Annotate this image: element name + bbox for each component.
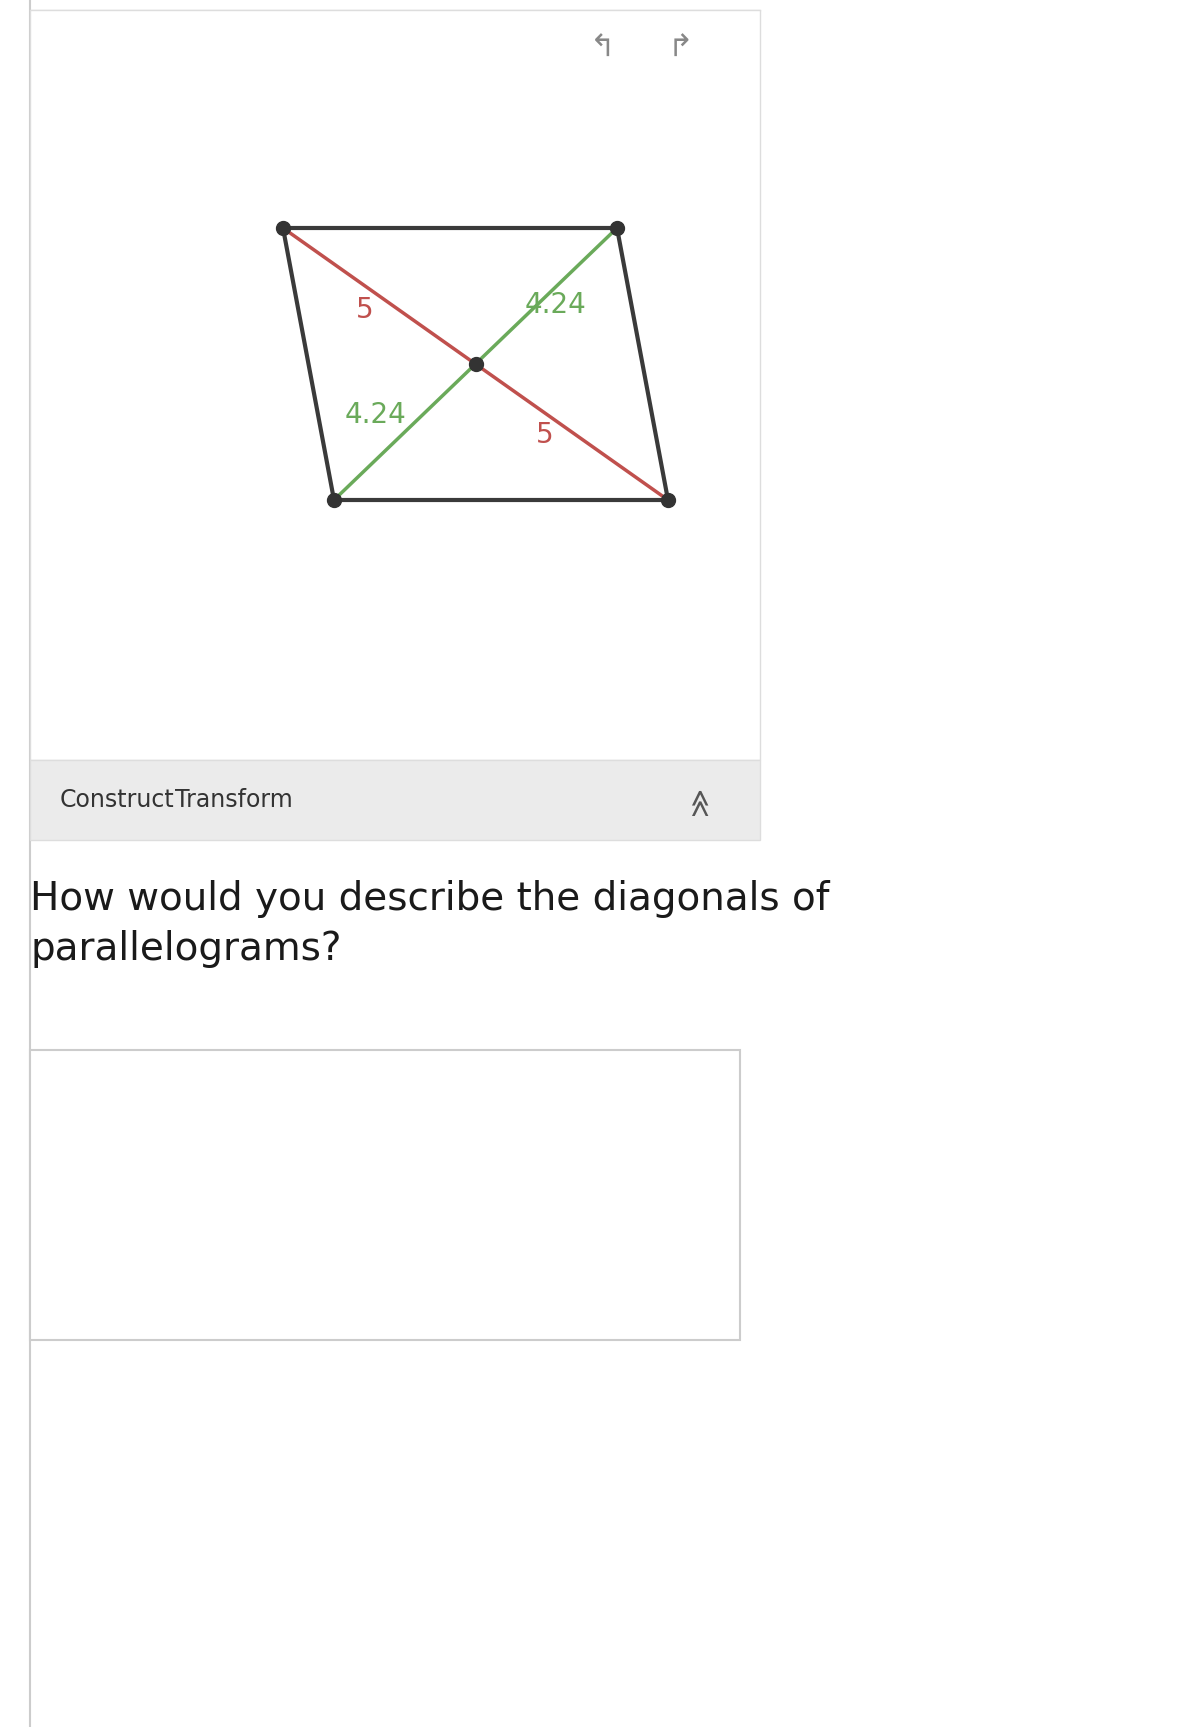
Text: 4.24: 4.24 [524,292,586,319]
Text: ≫: ≫ [686,786,714,815]
Bar [30,760,760,839]
Text: 5: 5 [536,421,554,449]
Bar [30,10,760,760]
Text: Transform: Transform [175,788,293,812]
Text: 4.24: 4.24 [344,401,406,428]
Text: ↱: ↱ [667,33,692,62]
Text: Construct: Construct [60,788,175,812]
Bar [30,1050,740,1340]
Text: How would you describe the diagonals of
parallelograms?: How would you describe the diagonals of … [30,881,829,969]
Text: ↰: ↰ [590,33,616,62]
Text: 5: 5 [356,295,374,325]
